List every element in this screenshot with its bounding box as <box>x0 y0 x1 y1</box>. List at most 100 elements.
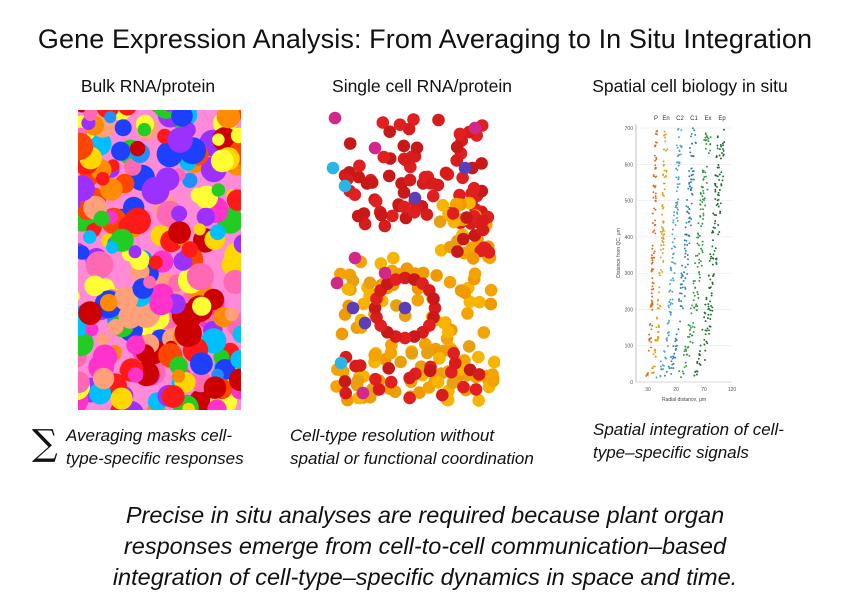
bulk-cell <box>114 286 139 311</box>
series-point <box>663 134 666 137</box>
single-cell <box>408 330 421 343</box>
single-cell <box>469 383 483 396</box>
series-point <box>669 303 672 306</box>
series-point <box>658 272 661 275</box>
series-point <box>701 240 704 243</box>
series-point <box>652 252 655 255</box>
bulk-cell <box>107 319 124 335</box>
y-tick-label: 100 <box>625 344 634 350</box>
series-point <box>665 175 668 178</box>
bulk-cell <box>174 319 202 348</box>
series-point <box>704 312 707 315</box>
series-point <box>678 298 681 301</box>
series-point <box>704 329 707 332</box>
single-cell <box>427 292 440 305</box>
bulk-cell <box>118 110 136 116</box>
series-point <box>720 183 723 186</box>
single-cell <box>408 191 422 205</box>
single-cell <box>453 127 467 141</box>
series-point <box>691 192 693 195</box>
series-point <box>660 232 663 235</box>
series-point <box>654 355 657 358</box>
series-point <box>670 360 673 363</box>
single-cell <box>407 113 420 126</box>
series-point <box>711 309 714 312</box>
bulk-cell <box>78 132 94 160</box>
series-point <box>698 362 701 365</box>
series-point <box>694 133 697 136</box>
series-point <box>705 135 708 137</box>
series-point <box>662 227 665 230</box>
series-point <box>715 204 718 207</box>
single-cell <box>403 173 417 187</box>
single-caption-line2: spatial or functional coordination <box>290 449 534 468</box>
series-point <box>709 313 712 316</box>
single-cell <box>408 206 421 219</box>
series-point <box>702 212 705 215</box>
series-point <box>702 214 705 217</box>
series-point <box>722 144 724 147</box>
series-point <box>696 370 699 373</box>
series-point <box>717 164 720 166</box>
series-point <box>686 272 689 275</box>
series-point <box>714 227 716 229</box>
single-caption: Cell-type resolution without spatial or … <box>290 424 534 470</box>
series-point <box>690 218 693 220</box>
single-cell <box>484 283 498 297</box>
bulk-cell <box>114 119 132 137</box>
single-cell <box>348 188 362 201</box>
single-cell <box>384 346 398 360</box>
bulk-cell <box>149 291 173 316</box>
series-point <box>704 303 707 306</box>
series-point <box>690 135 692 138</box>
series-point <box>668 367 671 370</box>
series-point <box>684 226 687 229</box>
series-point <box>677 177 680 180</box>
series-point <box>653 207 656 210</box>
series-point <box>669 301 672 304</box>
series-point <box>678 149 681 152</box>
series-point <box>696 254 699 257</box>
y-tick-label: 300 <box>625 271 634 277</box>
series-point <box>698 279 701 282</box>
series-point <box>684 361 687 364</box>
series-point <box>711 306 714 309</box>
series-point <box>694 254 697 257</box>
bulk-cell <box>196 207 216 227</box>
single-cell <box>346 301 360 315</box>
single-cell <box>378 219 392 233</box>
single-cell <box>341 282 355 296</box>
series-point <box>672 221 675 224</box>
series-point <box>648 323 651 326</box>
series-point <box>680 376 682 379</box>
single-cell <box>420 208 434 221</box>
single-cell <box>375 208 388 222</box>
series-point <box>653 229 656 232</box>
series-point <box>698 258 701 261</box>
series-point <box>709 278 712 281</box>
series-point <box>691 304 693 307</box>
series-point <box>651 268 653 270</box>
series-point <box>699 191 702 194</box>
series-point <box>676 168 679 171</box>
bulk-cell <box>100 294 118 312</box>
series-point <box>719 202 722 205</box>
series-point <box>652 288 655 290</box>
single-cell <box>466 252 480 265</box>
bulk-cell <box>230 350 241 369</box>
series-point <box>692 321 695 324</box>
single-cell <box>369 194 383 208</box>
bulk-cell <box>193 223 206 236</box>
series-point <box>710 255 713 258</box>
y-tick-label: 700 <box>625 126 634 132</box>
series-point <box>718 231 721 233</box>
series-point <box>705 139 708 142</box>
series-point <box>692 178 695 181</box>
series-point <box>701 195 704 198</box>
series-point <box>670 268 672 271</box>
series-point <box>671 256 674 259</box>
bulk-cell <box>83 230 97 244</box>
series-point <box>687 206 690 209</box>
bulk-cell <box>182 172 198 188</box>
series-point <box>675 176 678 179</box>
